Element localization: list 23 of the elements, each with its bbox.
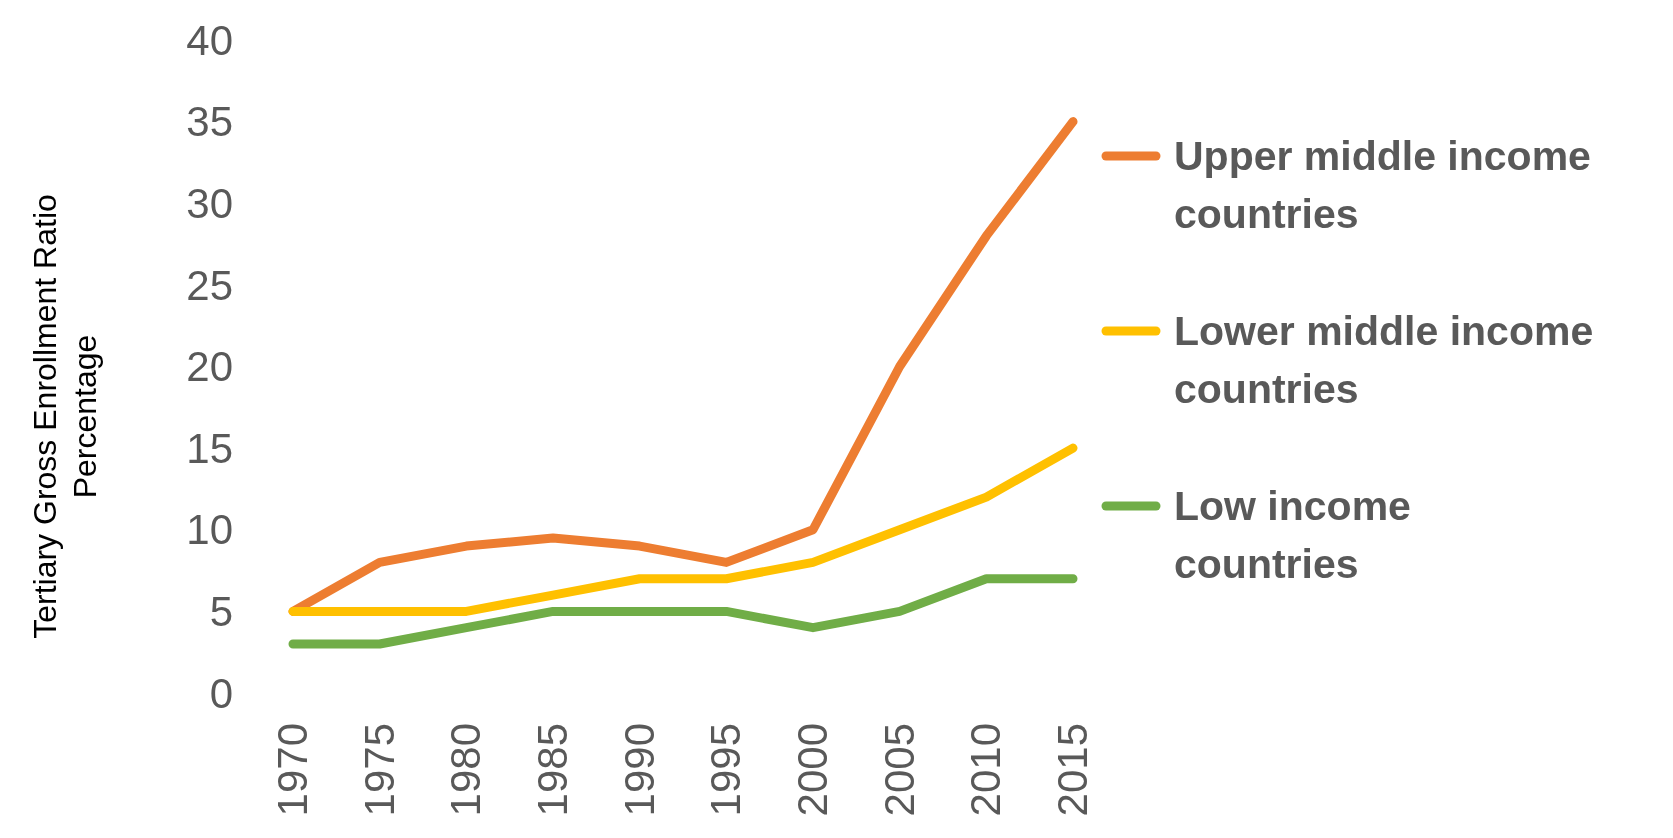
legend-label: Upper middle income countries xyxy=(1174,133,1591,237)
x-tick-label: 1995 xyxy=(702,723,750,817)
y-tick-label: 5 xyxy=(209,588,233,636)
legend-label: Low income countries xyxy=(1174,483,1411,587)
x-tick-label: 1990 xyxy=(615,723,663,817)
y-tick-label: 10 xyxy=(186,506,233,554)
x-tick-label: 2015 xyxy=(1049,723,1096,817)
y-tick-label: 25 xyxy=(186,261,233,309)
y-tick-label: 0 xyxy=(209,669,233,717)
legend-label: Lower middle income countries xyxy=(1174,308,1594,412)
x-tick-label: 1980 xyxy=(442,723,490,817)
x-tick-label: 1970 xyxy=(269,723,316,817)
y-tick-label: 15 xyxy=(186,424,233,472)
y-tick-label: 30 xyxy=(186,179,233,227)
y-tick-label: 35 xyxy=(186,98,233,146)
x-tick-label: 2005 xyxy=(875,723,923,817)
y-tick-label: 40 xyxy=(186,16,233,64)
x-tick-label: 1985 xyxy=(529,723,576,817)
x-tick-label: 2000 xyxy=(789,723,836,817)
x-tick-label: 1975 xyxy=(355,723,403,817)
y-tick-label: 20 xyxy=(186,343,233,391)
y-axis-title: Tertiary Gross Enrollment Ratio Percentage xyxy=(27,194,103,639)
x-tick-label: 2010 xyxy=(962,723,1010,817)
